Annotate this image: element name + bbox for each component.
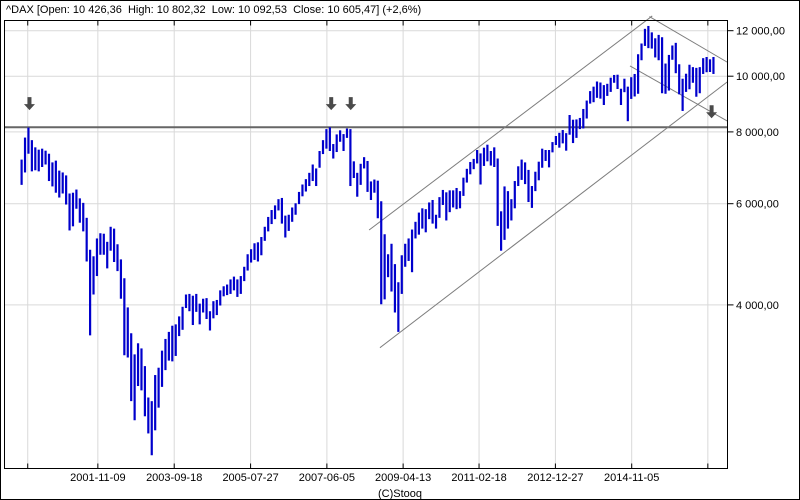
axis-ticks <box>27 20 734 469</box>
falling-channel-upper <box>649 16 728 63</box>
x-tick-label: 2005-07-27 <box>222 472 278 484</box>
down-arrow-icon <box>23 97 35 111</box>
x-tick-label: 2001-11-09 <box>70 472 125 484</box>
y-tick-label: 6 000,00 <box>736 199 779 211</box>
y-axis-labels: 12 000,00 10 000,00 8 000,00 6 000,00 4 000,… <box>736 26 785 312</box>
y-tick-label: 4 000,00 <box>736 300 779 312</box>
x-tick-label: 2011-02-18 <box>451 472 506 484</box>
trendlines <box>368 15 728 349</box>
copyright-label: (C)Stooq <box>378 488 422 500</box>
rising-channel-lower <box>379 81 728 349</box>
rising-channel-upper <box>368 15 653 231</box>
gridlines <box>4 20 728 469</box>
y-tick-label: 12 000,00 <box>736 26 785 38</box>
y-tick-label: 8 000,00 <box>736 127 779 139</box>
price-bars <box>20 25 715 456</box>
x-tick-label: 2012-12-27 <box>527 472 583 484</box>
down-arrow-icon <box>706 105 718 119</box>
plot-frame <box>4 20 728 469</box>
x-tick-label: 2007-06-05 <box>299 472 355 484</box>
down-arrow-icon <box>345 97 357 111</box>
chart-title: ^DAX [Open: 10 426,36 High: 10 802,32 Lo… <box>6 4 421 16</box>
x-tick-label: 2014-11-05 <box>604 472 659 484</box>
x-tick-label: 2009-04-13 <box>375 472 431 484</box>
x-tick-label: 2003-09-18 <box>146 472 202 484</box>
x-axis-labels: 2001-11-09 2003-09-18 2005-07-27 2007-06-05… <box>70 472 659 484</box>
down-arrow-icon <box>325 97 337 111</box>
signal-arrows <box>23 97 718 119</box>
y-tick-label: 10 000,00 <box>736 71 785 83</box>
